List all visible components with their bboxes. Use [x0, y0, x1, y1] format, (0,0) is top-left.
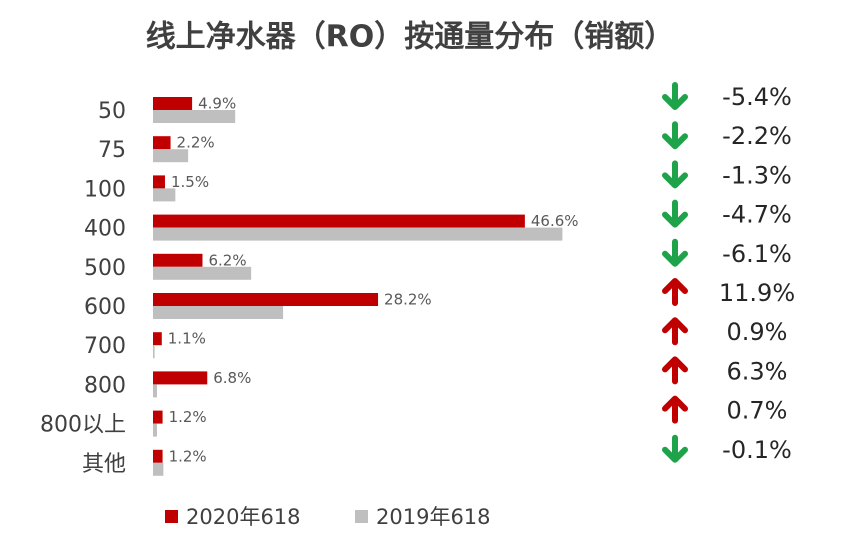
bar: [153, 266, 252, 280]
legend-label: 2020年618: [186, 505, 301, 529]
bar: [153, 97, 193, 110]
bar: [153, 423, 157, 437]
change-arrow: [662, 395, 688, 424]
change-label: -0.1%: [722, 436, 792, 464]
change-label: -2.2%: [722, 122, 792, 150]
bar: [153, 175, 165, 189]
value-label: 28.2%: [384, 291, 432, 309]
bar: [153, 410, 163, 424]
value-label: 4.9%: [198, 95, 236, 113]
value-label: 2.2%: [177, 134, 215, 152]
value-label: 1.2%: [169, 447, 207, 465]
value-label: 46.6%: [531, 212, 579, 230]
change-arrow: [662, 356, 688, 385]
bar: [153, 227, 563, 241]
value-label: 1.1%: [168, 330, 206, 348]
change-arrow: [662, 278, 688, 306]
change-arrow: [662, 160, 688, 189]
category-label: 75: [98, 138, 126, 163]
bar: [153, 110, 236, 123]
bar: [153, 253, 203, 267]
change-label: 0.7%: [727, 397, 788, 425]
value-label: 6.8%: [213, 369, 251, 387]
category-label: 400: [84, 217, 126, 242]
value-label: 6.2%: [208, 251, 246, 269]
bar: [153, 149, 189, 163]
bar: [153, 293, 379, 306]
category-label: 600: [84, 295, 126, 320]
bar: [153, 371, 208, 385]
bar: [153, 214, 525, 228]
legend-swatch: [355, 510, 368, 523]
change-label: 0.9%: [727, 318, 788, 346]
bar: [153, 462, 164, 476]
change-arrow: [662, 199, 688, 228]
value-label: 1.5%: [171, 173, 209, 191]
category-label: 800以上: [40, 413, 126, 438]
change-label: -1.3%: [722, 161, 792, 189]
bar: [153, 188, 176, 202]
change-label: -6.1%: [722, 240, 792, 268]
bar: [153, 449, 163, 463]
bar: [153, 332, 162, 346]
category-label: 700: [84, 334, 126, 359]
category-label: 800: [84, 373, 126, 398]
chart-title: 线上净水器（RO）按通量分布（销额）: [146, 20, 675, 55]
value-label: 1.2%: [169, 408, 207, 426]
change-arrow: [662, 434, 688, 463]
change-label: 11.9%: [719, 279, 795, 307]
change-arrow: [662, 121, 688, 150]
change-label: 6.3%: [727, 357, 788, 385]
legend-swatch: [165, 510, 178, 523]
change-label: -5.4%: [722, 83, 792, 111]
category-label: 500: [84, 256, 126, 281]
bar: [153, 136, 171, 150]
change-arrow: [662, 317, 688, 346]
bar: [153, 384, 157, 398]
category-label: 其他: [82, 452, 126, 477]
legend-label: 2019年618: [376, 505, 491, 529]
change-arrow: [662, 82, 688, 110]
category-label: 50: [98, 99, 126, 124]
bar: [153, 306, 284, 319]
category-label: 100: [84, 177, 126, 202]
bar: [153, 345, 155, 359]
change-label: -4.7%: [722, 201, 792, 229]
change-arrow: [662, 238, 688, 267]
